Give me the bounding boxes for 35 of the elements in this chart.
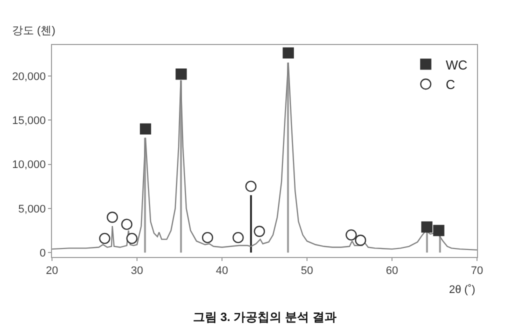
x-tick-label: 40: [216, 265, 228, 278]
point: [202, 232, 214, 244]
point: [140, 123, 152, 135]
line-series: [52, 62, 477, 251]
point: [421, 221, 432, 233]
bar: [287, 62, 289, 253]
y-tick-label: 10,000: [12, 159, 46, 172]
y-tick-label: 20,000: [12, 70, 46, 83]
point: [106, 212, 118, 223]
point: [176, 68, 187, 80]
x-tick-label: 30: [130, 265, 144, 278]
point: [99, 232, 110, 244]
y-axis-title: 강도 (첸): [12, 25, 56, 37]
legend-label: C: [446, 77, 456, 92]
y-tick-label: 0: [40, 247, 46, 260]
x-tick-label: 60: [386, 265, 398, 278]
x-tick-label: 20: [46, 265, 58, 278]
bar: [250, 195, 252, 253]
x-tick-label: 70: [470, 265, 484, 278]
point: [126, 232, 138, 244]
point: [121, 218, 132, 230]
y-tick-label: 15,000: [12, 114, 46, 127]
point: [346, 229, 357, 241]
legend-label: WC: [446, 57, 468, 72]
y-tick-label: 5,000: [18, 203, 46, 216]
x-tick-label: 50: [300, 265, 314, 278]
caption: 그림 3. 가공칩의 분석 결과: [193, 310, 336, 324]
point: [354, 234, 366, 246]
point: [254, 226, 265, 237]
bar: [426, 230, 428, 253]
x-axis-title: 2θ (˚): [449, 284, 476, 296]
point: [282, 47, 294, 59]
point: [232, 232, 244, 244]
point: [433, 224, 444, 236]
point: [245, 180, 256, 192]
